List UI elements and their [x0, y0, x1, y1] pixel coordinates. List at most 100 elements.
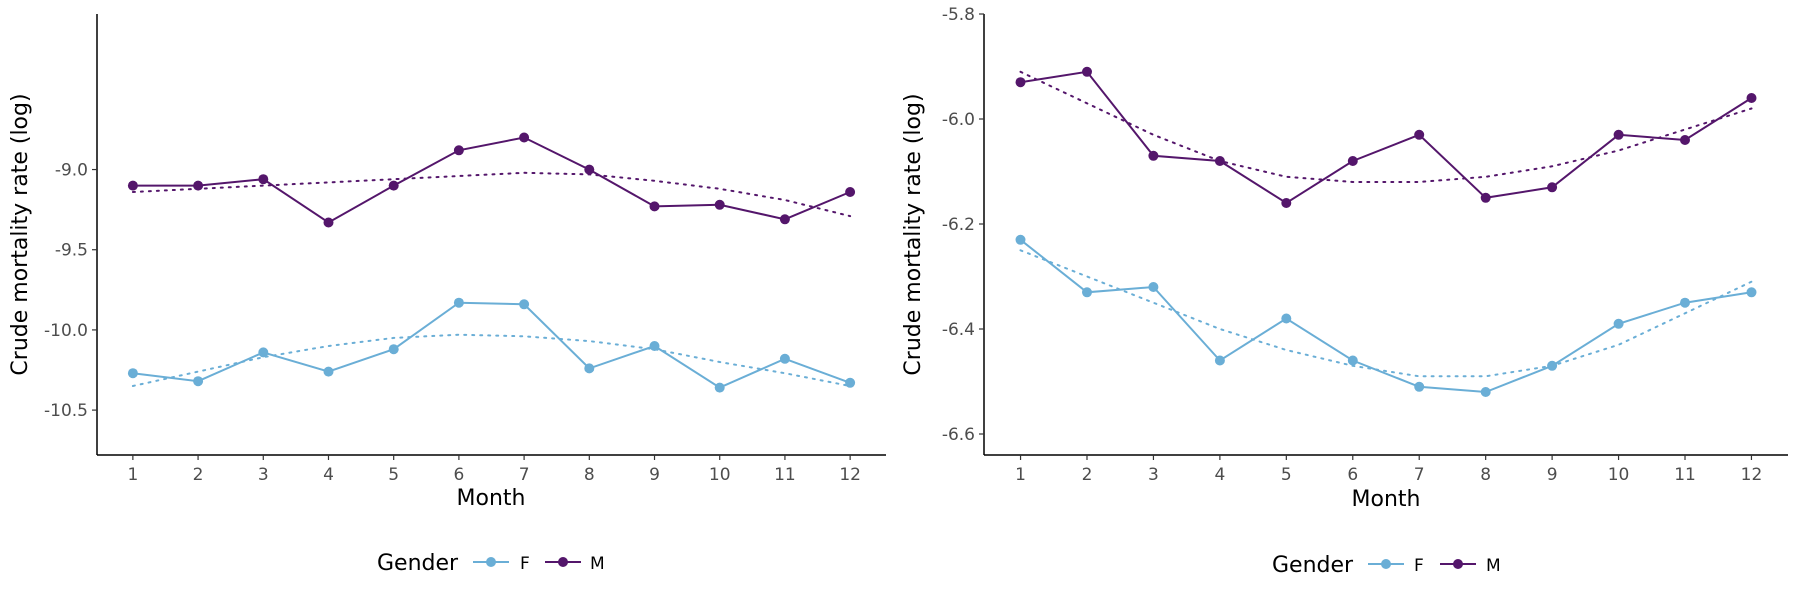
panel-2-trend-m — [1019, 70, 1753, 183]
panel-2-y-tick-label: -6.4 — [942, 320, 975, 340]
panel-2-series-m-point — [1480, 192, 1491, 203]
legend-label-f-right: F — [1414, 556, 1424, 576]
legend-key-f-marker-left — [486, 557, 496, 567]
panel-1-series-m-point — [193, 180, 204, 191]
panel-2-series-f-point — [1680, 297, 1690, 308]
panel-2-x-tick-label: 4 — [1214, 465, 1225, 485]
panel-1-series-m-point — [845, 187, 856, 197]
panel-1-series-f-point — [323, 366, 334, 377]
panel-2-series-m-point — [1746, 93, 1757, 103]
panel-1-y-tick-label: -10.5 — [44, 401, 88, 421]
panel-2-x-tick-label: 5 — [1281, 465, 1292, 485]
panel-2-series-f-point — [1347, 355, 1358, 366]
legend-label-m-left: M — [590, 554, 605, 574]
panel-2-series-m-line — [1020, 70, 1753, 205]
panel-2-x-tick-label: 11 — [1674, 465, 1696, 485]
panel-1-y-tick-label: -10.0 — [44, 321, 88, 341]
panel-1-series-f-point — [127, 368, 138, 379]
panel-1-x-tick-label: 2 — [193, 465, 204, 485]
panel-2-x-tick-label: 12 — [1741, 465, 1763, 485]
panel-2-trend-f — [1019, 249, 1753, 378]
panel-1-x-tick-label: 12 — [839, 465, 861, 485]
panel-1-series-m-point — [779, 214, 790, 225]
panel-2-series-m-point — [1148, 150, 1159, 161]
panel-2-x-tick-label: 1 — [1015, 465, 1026, 485]
legend-title-right: Gender — [1272, 553, 1354, 578]
panel-1-x-axis-title: Month — [457, 486, 526, 511]
panel-2-series-f-point — [1414, 381, 1425, 392]
panel-2-series-f-point — [1547, 360, 1558, 371]
panel-1: -9.0-9.5-10.0-10.51 2 3 4 5 6 7 8 9 10 11 12MonthCr… — [8, 14, 886, 511]
legend-title-left: Gender — [377, 551, 459, 576]
panel-1-y-tick-label: -9.5 — [55, 241, 88, 261]
panel-1-series-f-point — [388, 344, 399, 355]
panel-1-series-f-point — [649, 341, 660, 351]
legend-label-m-right: M — [1486, 556, 1501, 576]
panel-1-series-f-point — [193, 376, 204, 387]
panel-2-series-m-point — [1281, 198, 1292, 208]
panel-2-y-tick-label: -5.8 — [942, 5, 975, 25]
panel-1-series-m-point — [388, 180, 399, 191]
panel-1-series-f-line — [132, 301, 851, 389]
panel-2-series-f-point — [1613, 318, 1624, 329]
panel-2-series-f-point — [1148, 282, 1159, 292]
panel-2-x-tick-label: 6 — [1347, 465, 1358, 485]
panel-2-series-f-point — [1214, 355, 1225, 366]
panel-2-y-tick-label: -6.0 — [942, 110, 975, 130]
panel-2-series-m-point — [1414, 129, 1425, 140]
legend-key-f-marker-right — [1381, 559, 1391, 569]
panel-2-series-m-point — [1613, 129, 1624, 140]
panel-1-series-f-point — [519, 299, 530, 310]
panel-1-series-m-point — [714, 199, 725, 210]
panel-1-series-m-point — [127, 180, 138, 191]
panel-2-y-axis-title: Crude mortality rate (log) — [901, 93, 926, 375]
panel-1-trend-m — [131, 171, 852, 218]
panel-2-x-tick-label: 10 — [1608, 465, 1630, 485]
panel-1-series-m-point — [453, 145, 464, 156]
panel-2-series-m-point — [1214, 156, 1225, 166]
panel-2-x-tick-label: 9 — [1547, 465, 1558, 485]
panel-2-series-f-point — [1015, 234, 1026, 245]
panel-2-x-tick-label: 7 — [1414, 465, 1425, 485]
panel-1-series-m-point — [258, 174, 269, 185]
panel-2-series-f-point — [1082, 287, 1092, 298]
panel-1-series-m-point — [323, 217, 334, 228]
panel-1-series-m-point — [584, 164, 595, 175]
panel-2-y-tick-label: -6.6 — [942, 425, 975, 445]
panel-1-x-tick-label: 9 — [649, 465, 660, 485]
panel-2-x-tick-label: 3 — [1148, 465, 1159, 485]
panel-2-series-m-point — [1547, 182, 1558, 193]
panel-2-series-m-point — [1082, 66, 1092, 77]
panel-2-series-f-point — [1281, 313, 1292, 324]
panel-1-series-f-point — [584, 363, 595, 374]
panel-1-y-tick-label: -9.0 — [55, 161, 88, 181]
panel-1-series-f-point — [453, 297, 464, 308]
panel-1-series-f-point — [714, 382, 725, 393]
legend-label-f-left: F — [520, 554, 530, 574]
panel-1-x-tick-label: 11 — [774, 465, 796, 485]
panel-1-series-f-point — [258, 347, 269, 358]
panel-1-series-m-point — [519, 132, 530, 143]
panel-1-series-m-line — [132, 136, 851, 224]
panel-2-series-f-point — [1746, 287, 1757, 298]
panel-1-trend-f — [131, 333, 852, 387]
panel-2-series-f-line — [1019, 239, 1752, 394]
panel-2-series-m-point — [1015, 77, 1026, 88]
legend-left: Gender F M — [377, 551, 605, 576]
panel-1-x-tick-label: 6 — [453, 465, 464, 485]
panel-2-series-m-point — [1347, 156, 1358, 166]
panel-1-x-tick-label: 8 — [584, 465, 595, 485]
panel-1-series-m-point — [649, 201, 660, 212]
panel-1-x-tick-label: 3 — [258, 465, 269, 485]
panel-1-x-tick-label: 5 — [388, 465, 399, 485]
panel-1-x-tick-label: 1 — [127, 465, 138, 485]
legend-right: Gender F M — [1272, 553, 1501, 578]
panel-1-x-tick-label: 10 — [709, 465, 731, 485]
panel-2-x-axis-title: Month — [1352, 487, 1421, 512]
panel-2: -5.8-6.0-6.2-6.4-6.61 2 3 4 5 6 7 8 9 10 11 12Month… — [901, 5, 1788, 512]
panel-1-series-f-point — [779, 353, 790, 364]
panel-1-series-f-point — [845, 377, 856, 388]
panel-2-series-m-point — [1680, 135, 1690, 145]
